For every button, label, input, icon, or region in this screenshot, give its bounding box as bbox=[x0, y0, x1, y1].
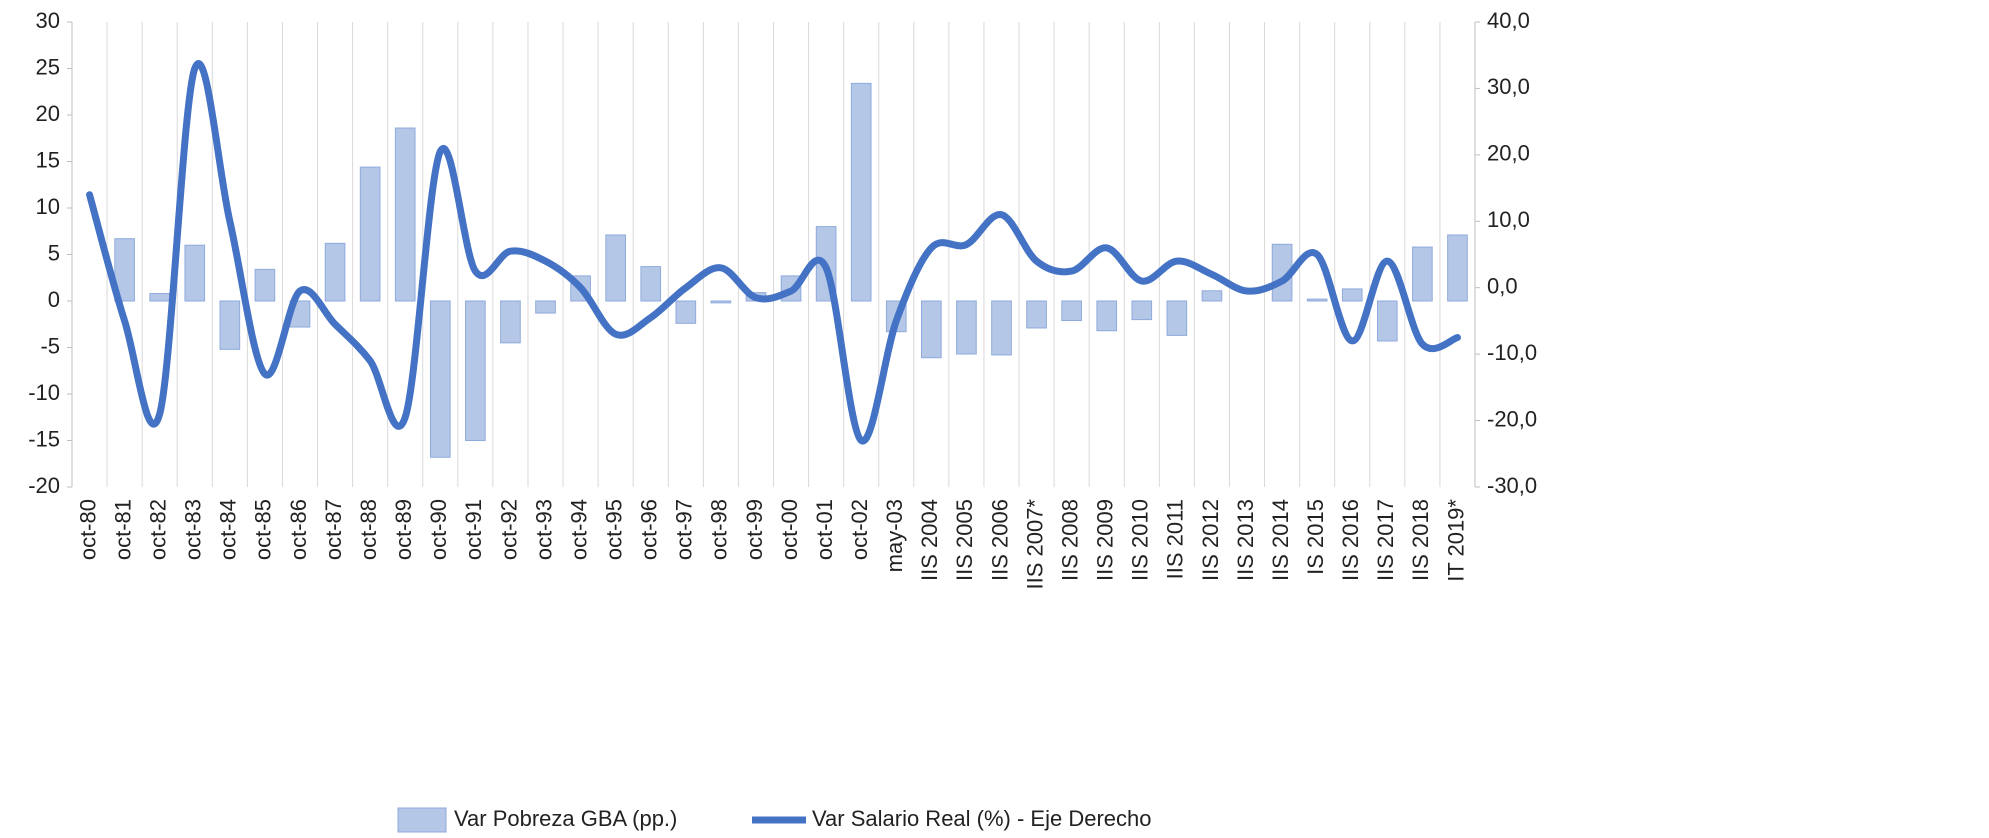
x-tick-label: oct-89 bbox=[391, 499, 416, 560]
x-tick-label: IIS 2006 bbox=[987, 499, 1012, 581]
y2-tick-label: 10,0 bbox=[1487, 207, 1530, 232]
x-tick-label: oct-91 bbox=[461, 499, 486, 560]
bar bbox=[324, 242, 346, 302]
legend-label: Var Salario Real (%) - Eje Derecho bbox=[812, 806, 1152, 831]
bar bbox=[605, 234, 626, 302]
bar bbox=[956, 300, 977, 355]
y-tick-label: 5 bbox=[48, 240, 60, 265]
x-tick-label: IIS 2016 bbox=[1338, 499, 1363, 581]
bar bbox=[1166, 300, 1188, 336]
x-tick-label: IIS 2010 bbox=[1128, 499, 1153, 581]
y2-tick-label: 0,0 bbox=[1487, 274, 1518, 299]
x-tick-label: oct-83 bbox=[181, 499, 206, 560]
x-tick-label: oct-97 bbox=[672, 499, 697, 560]
y2-tick-label: -10,0 bbox=[1487, 340, 1537, 365]
x-tick-label: IT 2019* bbox=[1443, 499, 1468, 582]
bar bbox=[535, 300, 556, 314]
line bbox=[86, 60, 1461, 445]
bar bbox=[921, 300, 942, 359]
bar bbox=[254, 268, 276, 302]
y-tick-label: 15 bbox=[36, 147, 60, 172]
x-tick-label: IIS 2017 bbox=[1373, 499, 1398, 581]
x-tick-label: IIS 2013 bbox=[1233, 499, 1258, 581]
bar bbox=[1131, 300, 1153, 321]
x-tick-label: IS 2015 bbox=[1303, 499, 1328, 575]
x-tick-label: IIS 2004 bbox=[917, 499, 942, 581]
y-tick-label: 25 bbox=[36, 54, 60, 79]
y-tick-label: -10 bbox=[28, 380, 60, 405]
y2-tick-label: -20,0 bbox=[1487, 406, 1537, 431]
x-tick-label: oct-80 bbox=[75, 499, 100, 560]
x-tick-label: oct-94 bbox=[566, 499, 591, 560]
x-tick-label: IIS 2008 bbox=[1057, 499, 1082, 581]
y-tick-label: 30 bbox=[36, 8, 60, 33]
x-tick-label: oct-93 bbox=[531, 499, 556, 560]
y2-tick-label: 20,0 bbox=[1487, 141, 1530, 166]
bar bbox=[1306, 298, 1328, 302]
bar bbox=[394, 127, 416, 302]
y2-tick-label: -30,0 bbox=[1487, 473, 1537, 498]
x-tick-label: IIS 2012 bbox=[1198, 499, 1223, 581]
bar bbox=[640, 266, 662, 302]
bar bbox=[1061, 300, 1082, 322]
bar bbox=[1447, 234, 1468, 302]
bar bbox=[1096, 300, 1118, 332]
x-tick-label: may-03 bbox=[882, 499, 907, 572]
bar bbox=[149, 293, 171, 302]
legend-label: Var Pobreza GBA (pp.) bbox=[454, 806, 677, 831]
x-tick-label: oct-85 bbox=[251, 499, 276, 560]
x-tick-label: oct-86 bbox=[286, 499, 311, 560]
x-tick-label: oct-98 bbox=[707, 499, 732, 560]
x-tick-label: IIS 2005 bbox=[952, 499, 977, 581]
x-tick-label: IIS 2018 bbox=[1408, 499, 1433, 581]
bar bbox=[1026, 300, 1047, 329]
y-tick-label: -5 bbox=[40, 333, 60, 358]
x-tick-label: IIS 2014 bbox=[1268, 499, 1293, 581]
x-tick-label: oct-92 bbox=[496, 499, 521, 560]
bar bbox=[465, 300, 486, 441]
y-tick-label: -20 bbox=[28, 473, 60, 498]
bar bbox=[184, 244, 206, 302]
bar bbox=[1376, 300, 1398, 342]
bar bbox=[1341, 288, 1363, 302]
x-tick-label: oct-84 bbox=[216, 499, 241, 560]
y-tick-label: 10 bbox=[36, 194, 60, 219]
x-tick-label: IIS 2007* bbox=[1022, 499, 1047, 590]
y2-tick-label: 40,0 bbox=[1487, 8, 1530, 33]
x-tick-label: IIS 2011 bbox=[1163, 499, 1188, 579]
bar bbox=[114, 238, 135, 302]
x-tick-label: oct-87 bbox=[321, 499, 346, 560]
y-tick-label: 0 bbox=[48, 287, 60, 312]
x-tick-label: oct-88 bbox=[356, 499, 381, 560]
bar bbox=[219, 300, 241, 350]
bar bbox=[429, 300, 451, 458]
x-tick-label: oct-00 bbox=[777, 499, 802, 560]
bar bbox=[359, 166, 381, 302]
bar bbox=[710, 300, 732, 304]
x-tick-label: oct-99 bbox=[742, 499, 767, 560]
x-tick-label: oct-01 bbox=[812, 499, 837, 560]
bar bbox=[991, 300, 1012, 356]
x-tick-label: oct-90 bbox=[426, 499, 451, 560]
bar bbox=[1412, 246, 1433, 302]
bar bbox=[1201, 290, 1223, 302]
x-tick-label: IIS 2009 bbox=[1093, 499, 1118, 581]
bar bbox=[500, 300, 521, 344]
bar bbox=[850, 82, 872, 302]
x-tick-label: oct-95 bbox=[601, 499, 626, 560]
x-tick-label: oct-02 bbox=[847, 499, 872, 560]
x-tick-label: oct-82 bbox=[146, 499, 171, 560]
y-tick-label: -15 bbox=[28, 426, 60, 451]
y2-tick-label: 30,0 bbox=[1487, 74, 1530, 99]
y-tick-label: 20 bbox=[36, 101, 60, 126]
legend-swatch bbox=[397, 807, 447, 833]
bar bbox=[675, 300, 697, 324]
x-tick-label: oct-81 bbox=[110, 499, 135, 560]
x-tick-label: oct-96 bbox=[637, 499, 662, 560]
